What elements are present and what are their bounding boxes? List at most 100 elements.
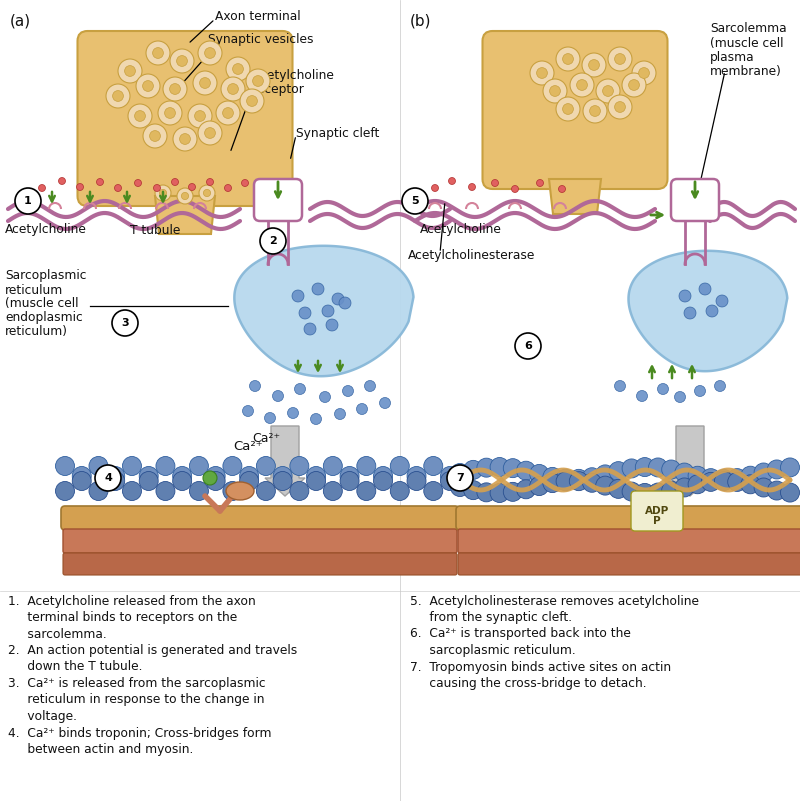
Text: (muscle cell: (muscle cell: [5, 297, 78, 311]
Circle shape: [292, 290, 304, 302]
Text: membrane): membrane): [710, 65, 782, 78]
Circle shape: [206, 179, 214, 186]
Circle shape: [319, 392, 330, 402]
Circle shape: [222, 107, 234, 119]
Circle shape: [223, 457, 242, 476]
Text: Acetylcholine: Acetylcholine: [5, 223, 87, 235]
Circle shape: [15, 188, 41, 214]
Circle shape: [113, 91, 123, 102]
Circle shape: [156, 457, 175, 476]
Circle shape: [679, 290, 691, 302]
Circle shape: [55, 481, 74, 501]
Circle shape: [189, 183, 195, 191]
Circle shape: [596, 79, 620, 103]
Circle shape: [306, 472, 326, 490]
Circle shape: [198, 121, 222, 145]
Circle shape: [205, 127, 215, 139]
Circle shape: [638, 67, 650, 78]
Circle shape: [515, 333, 541, 359]
Text: receptor: receptor: [253, 83, 305, 95]
Text: 3: 3: [121, 318, 129, 328]
Circle shape: [622, 459, 641, 478]
Circle shape: [177, 55, 187, 66]
FancyBboxPatch shape: [63, 553, 457, 575]
Circle shape: [342, 385, 354, 396]
Circle shape: [114, 184, 122, 191]
Circle shape: [374, 472, 393, 490]
Text: Acetylcholine: Acetylcholine: [253, 69, 335, 82]
Circle shape: [490, 457, 509, 477]
FancyArrow shape: [670, 426, 710, 496]
Circle shape: [156, 481, 175, 501]
FancyArrow shape: [265, 426, 305, 496]
Circle shape: [649, 458, 667, 477]
Text: causing the cross-bridge to detach.: causing the cross-bridge to detach.: [410, 677, 646, 690]
Circle shape: [658, 384, 669, 395]
Text: 5.  Acetylcholinesterase removes acetylcholine: 5. Acetylcholinesterase removes acetylch…: [410, 594, 699, 607]
Circle shape: [714, 469, 734, 489]
Circle shape: [441, 466, 459, 485]
Circle shape: [543, 468, 562, 486]
Circle shape: [179, 134, 190, 144]
Circle shape: [407, 472, 426, 490]
Circle shape: [155, 185, 171, 201]
Circle shape: [577, 79, 587, 91]
Circle shape: [537, 179, 543, 187]
Text: sarcoplasmic reticulum.: sarcoplasmic reticulum.: [410, 644, 576, 657]
Circle shape: [240, 466, 258, 485]
Circle shape: [402, 188, 428, 214]
Circle shape: [596, 465, 614, 484]
Circle shape: [608, 95, 632, 119]
Circle shape: [511, 186, 518, 192]
Circle shape: [159, 189, 166, 196]
Circle shape: [150, 131, 160, 142]
Text: Ca²⁺: Ca²⁺: [252, 433, 280, 445]
Circle shape: [326, 319, 338, 331]
Text: (b): (b): [410, 13, 431, 28]
Circle shape: [637, 391, 647, 401]
Circle shape: [449, 178, 455, 184]
Circle shape: [310, 413, 322, 425]
Text: 1.  Acetylcholine released from the axon: 1. Acetylcholine released from the axon: [8, 594, 256, 607]
Circle shape: [198, 41, 222, 65]
Text: from the synaptic cleft.: from the synaptic cleft.: [410, 611, 572, 624]
Circle shape: [170, 49, 194, 73]
Circle shape: [240, 472, 258, 490]
Circle shape: [242, 179, 249, 187]
Text: endoplasmic: endoplasmic: [5, 312, 82, 324]
Circle shape: [77, 183, 83, 191]
Circle shape: [72, 466, 91, 485]
Circle shape: [441, 472, 459, 490]
Circle shape: [240, 89, 264, 113]
Text: 5: 5: [411, 196, 419, 206]
Circle shape: [323, 457, 342, 476]
Circle shape: [684, 307, 696, 319]
Circle shape: [188, 104, 212, 128]
Circle shape: [537, 67, 547, 78]
Text: 7: 7: [456, 473, 464, 483]
Circle shape: [674, 392, 686, 402]
FancyBboxPatch shape: [254, 179, 302, 221]
Circle shape: [306, 466, 326, 485]
Circle shape: [490, 484, 509, 502]
Circle shape: [112, 310, 138, 336]
Text: 6.  Ca²⁺ is transported back into the: 6. Ca²⁺ is transported back into the: [410, 627, 631, 641]
Circle shape: [165, 107, 175, 119]
Circle shape: [556, 47, 580, 71]
Circle shape: [142, 81, 154, 91]
Circle shape: [246, 95, 258, 107]
Circle shape: [570, 469, 588, 489]
Circle shape: [530, 61, 554, 85]
Circle shape: [273, 466, 292, 485]
Circle shape: [517, 461, 535, 481]
Circle shape: [122, 457, 142, 476]
Circle shape: [146, 41, 170, 65]
Circle shape: [334, 409, 346, 420]
Circle shape: [118, 59, 142, 83]
Circle shape: [702, 473, 720, 491]
Circle shape: [125, 66, 135, 76]
Circle shape: [379, 397, 390, 409]
Circle shape: [767, 481, 786, 500]
Circle shape: [608, 47, 632, 71]
FancyBboxPatch shape: [482, 31, 667, 189]
